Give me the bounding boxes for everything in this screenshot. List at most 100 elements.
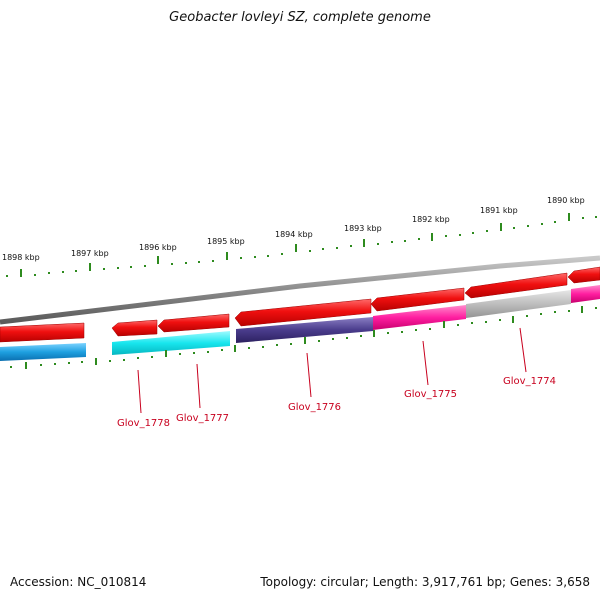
- ruler-dot: [144, 265, 146, 267]
- ruler-dot: [54, 363, 56, 365]
- ruler-dot: [123, 359, 125, 361]
- inner-scale-ruler: [10, 306, 597, 369]
- ruler-dot: [240, 257, 242, 259]
- ruler-dot: [404, 240, 406, 242]
- ruler-dot: [62, 271, 64, 273]
- ruler-tick-major: [25, 362, 27, 369]
- ruler-dot: [457, 324, 459, 326]
- ruler-dot: [429, 328, 431, 330]
- leader-line: [196, 363, 201, 409]
- ruler-tick-major: [431, 233, 433, 241]
- ruler-dot: [595, 216, 597, 218]
- accession-text: Accession: NC_010814: [10, 575, 147, 589]
- cds-arrow[interactable]: [157, 313, 230, 333]
- ruler-tick-major: [373, 330, 375, 337]
- gene-labels: Glov_1778 Glov_1777 Glov_1776 Glov_1775 …: [117, 376, 556, 429]
- scale-label: 1897 kbp: [71, 249, 109, 258]
- gene-label-glov-1778[interactable]: Glov_1778: [117, 418, 170, 429]
- feature-block-magenta[interactable]: [373, 305, 466, 330]
- ruler-dot: [198, 261, 200, 263]
- scale-label: 1898 kbp: [2, 253, 40, 262]
- cds-arrow[interactable]: [567, 266, 600, 284]
- ruler-tick-major: [226, 252, 228, 260]
- ruler-dot: [360, 335, 362, 337]
- ruler-dot: [309, 250, 311, 252]
- scale-label: 1893 kbp: [344, 224, 382, 233]
- ruler-dot: [415, 329, 417, 331]
- ruler-dot: [185, 262, 187, 264]
- ruler-dot: [513, 227, 515, 229]
- ruler-dot: [40, 364, 42, 366]
- ruler-tick-major: [568, 213, 570, 221]
- cds-arrow[interactable]: [370, 287, 465, 312]
- ruler-dot: [290, 343, 292, 345]
- feature-block-gray[interactable]: [466, 290, 571, 318]
- ruler-dot: [151, 356, 153, 358]
- ruler-dot: [499, 319, 501, 321]
- ruler-dot: [254, 256, 256, 258]
- forward-cds-track: [0, 266, 600, 343]
- ruler-dot: [336, 247, 338, 249]
- ruler-dot: [401, 331, 403, 333]
- ruler-dot: [6, 275, 8, 277]
- ruler-dot: [179, 353, 181, 355]
- feature-block-blue[interactable]: [0, 343, 86, 361]
- scale-label: 1894 kbp: [275, 230, 313, 239]
- ruler-dot: [332, 338, 334, 340]
- feature-block-navy[interactable]: [236, 317, 373, 343]
- gene-label-glov-1776[interactable]: Glov_1776: [288, 402, 341, 413]
- ruler-tick-major: [157, 256, 159, 264]
- feature-blocks-track: [0, 285, 600, 361]
- ruler-dot: [346, 337, 348, 339]
- ruler-tick-major: [89, 263, 91, 271]
- ruler-dot: [486, 230, 488, 232]
- ruler-dot: [248, 347, 250, 349]
- cds-arrow[interactable]: [0, 322, 85, 343]
- cds-arrow[interactable]: [234, 298, 372, 327]
- ruler-dot: [459, 234, 461, 236]
- outer-scale-ruler: [6, 213, 597, 277]
- ruler-dot: [81, 361, 83, 363]
- ruler-dot: [212, 260, 214, 262]
- ruler-dot: [387, 332, 389, 334]
- gene-label-glov-1775[interactable]: Glov_1775: [404, 389, 457, 400]
- ruler-dot: [171, 263, 173, 265]
- leader-line: [137, 369, 142, 414]
- gene-leader-lines: [137, 327, 527, 414]
- ruler-dot: [137, 357, 139, 359]
- ruler-tick-major: [500, 223, 502, 231]
- ruler-dot: [554, 311, 556, 313]
- ruler-dot: [48, 272, 50, 274]
- ruler-tick-major: [512, 316, 514, 323]
- ruler-dot: [377, 243, 379, 245]
- ruler-dot: [350, 245, 352, 247]
- ruler-dot: [391, 241, 393, 243]
- gene-label-glov-1774[interactable]: Glov_1774: [503, 376, 556, 387]
- ruler-tick-major: [295, 244, 297, 252]
- ruler-dot: [526, 315, 528, 317]
- ruler-dot: [193, 352, 195, 354]
- ruler-tick-major: [165, 350, 167, 357]
- ruler-dot: [262, 346, 264, 348]
- leader-line: [306, 352, 312, 398]
- ruler-dot: [595, 307, 597, 309]
- ruler-dot: [485, 321, 487, 323]
- ruler-tick-major: [234, 345, 236, 352]
- cds-arrow[interactable]: [464, 272, 568, 299]
- leader-line: [422, 340, 429, 386]
- cds-arrow[interactable]: [111, 319, 158, 337]
- ruler-dot: [568, 310, 570, 312]
- ruler-dot: [34, 274, 36, 276]
- ruler-dot: [582, 217, 584, 219]
- ruler-dot: [130, 266, 132, 268]
- feature-block-magenta[interactable]: [571, 285, 600, 303]
- ruler-dot: [207, 351, 209, 353]
- ruler-dot: [10, 366, 12, 368]
- leader-line: [519, 327, 527, 373]
- ruler-dot: [267, 255, 269, 257]
- feature-block-cyan[interactable]: [112, 331, 230, 355]
- ruler-dot: [527, 225, 529, 227]
- gene-label-glov-1777[interactable]: Glov_1777: [176, 413, 229, 424]
- scale-label: 1896 kbp: [139, 243, 177, 252]
